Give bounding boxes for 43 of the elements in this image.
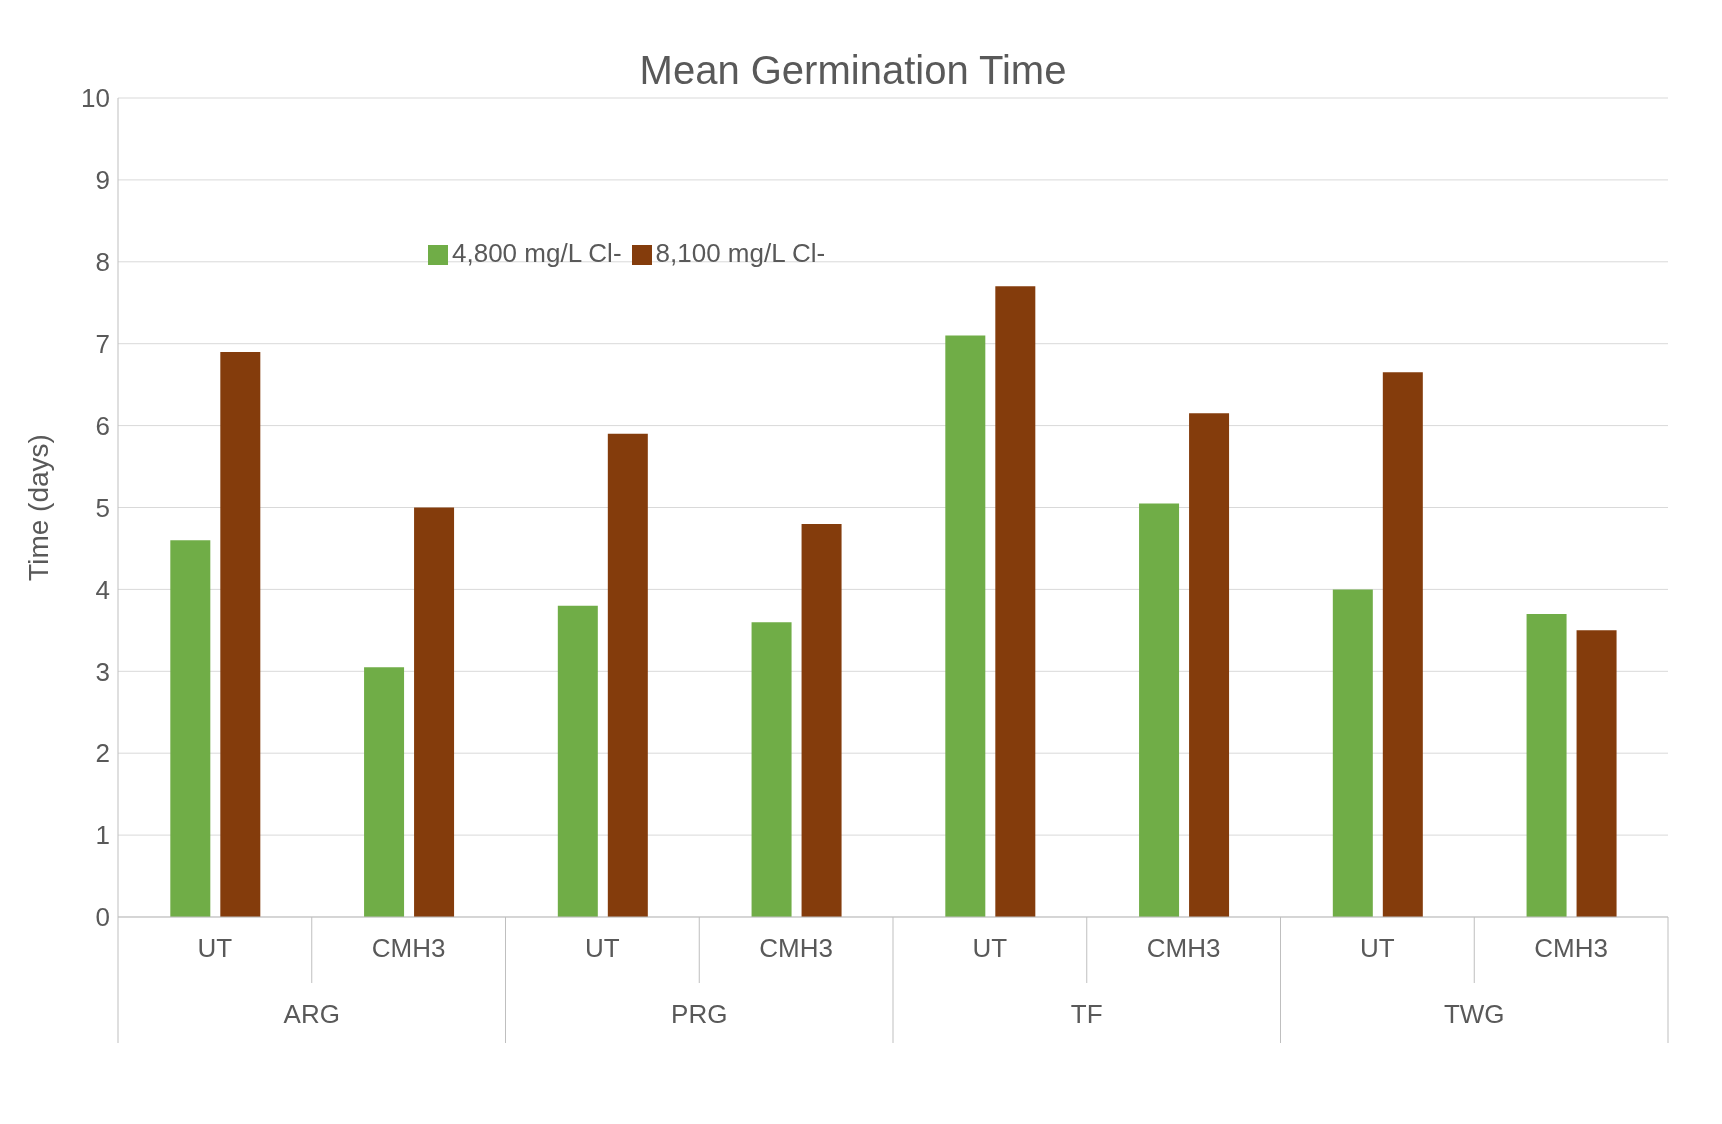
- y-tick-label: 9: [95, 165, 110, 196]
- y-tick-label: 2: [95, 738, 110, 769]
- bar: [364, 667, 405, 917]
- x-tick-label: CMH3: [1534, 933, 1608, 963]
- text: ARG: [283, 999, 340, 1029]
- chart-title: Mean Germination Time: [639, 48, 1067, 92]
- bar: [1526, 613, 1567, 917]
- bar: [751, 622, 792, 917]
- y-tick-label: 3: [95, 656, 110, 687]
- bar: [945, 335, 986, 917]
- bar: [414, 507, 455, 917]
- y-tick-label: 7: [95, 328, 110, 359]
- text: PRG: [671, 999, 728, 1029]
- y-tick-label: 6: [95, 410, 110, 441]
- text: TWG: [1443, 999, 1505, 1029]
- y-tick-label: 10: [81, 83, 110, 114]
- text: TF: [1070, 999, 1103, 1029]
- bar: [220, 351, 261, 917]
- y-tick-label: 5: [95, 492, 110, 523]
- bar: [1139, 503, 1180, 917]
- x-tick-label: UT: [1360, 933, 1395, 963]
- x-tick-label: UT: [972, 933, 1008, 963]
- bar: [1189, 413, 1230, 917]
- y-tick-label: 0: [95, 902, 110, 933]
- y-tick-label: 8: [95, 247, 110, 278]
- x-tick-label: CMH3: [371, 933, 446, 963]
- legend-label: 4,800 mg/L Cl-: [452, 238, 622, 268]
- legend-label: 8,100 mg/L Cl-: [655, 238, 826, 268]
- x-tick-label: UT: [197, 933, 233, 963]
- bar: [170, 540, 211, 917]
- y-tick-label: 4: [95, 574, 110, 605]
- y-tick-label: 1: [95, 820, 110, 851]
- bar: [1382, 372, 1423, 917]
- x-tick-label: CMH3: [759, 933, 833, 963]
- x-tick-label: UT: [585, 933, 620, 963]
- bar: [607, 433, 648, 917]
- bar: [1576, 630, 1617, 917]
- y-axis-title: Time (days): [22, 434, 54, 581]
- bar: [995, 286, 1036, 917]
- x-tick-label: CMH3: [1146, 933, 1221, 963]
- bar: [557, 605, 598, 917]
- bar: [801, 523, 842, 917]
- bar: [1332, 589, 1373, 917]
